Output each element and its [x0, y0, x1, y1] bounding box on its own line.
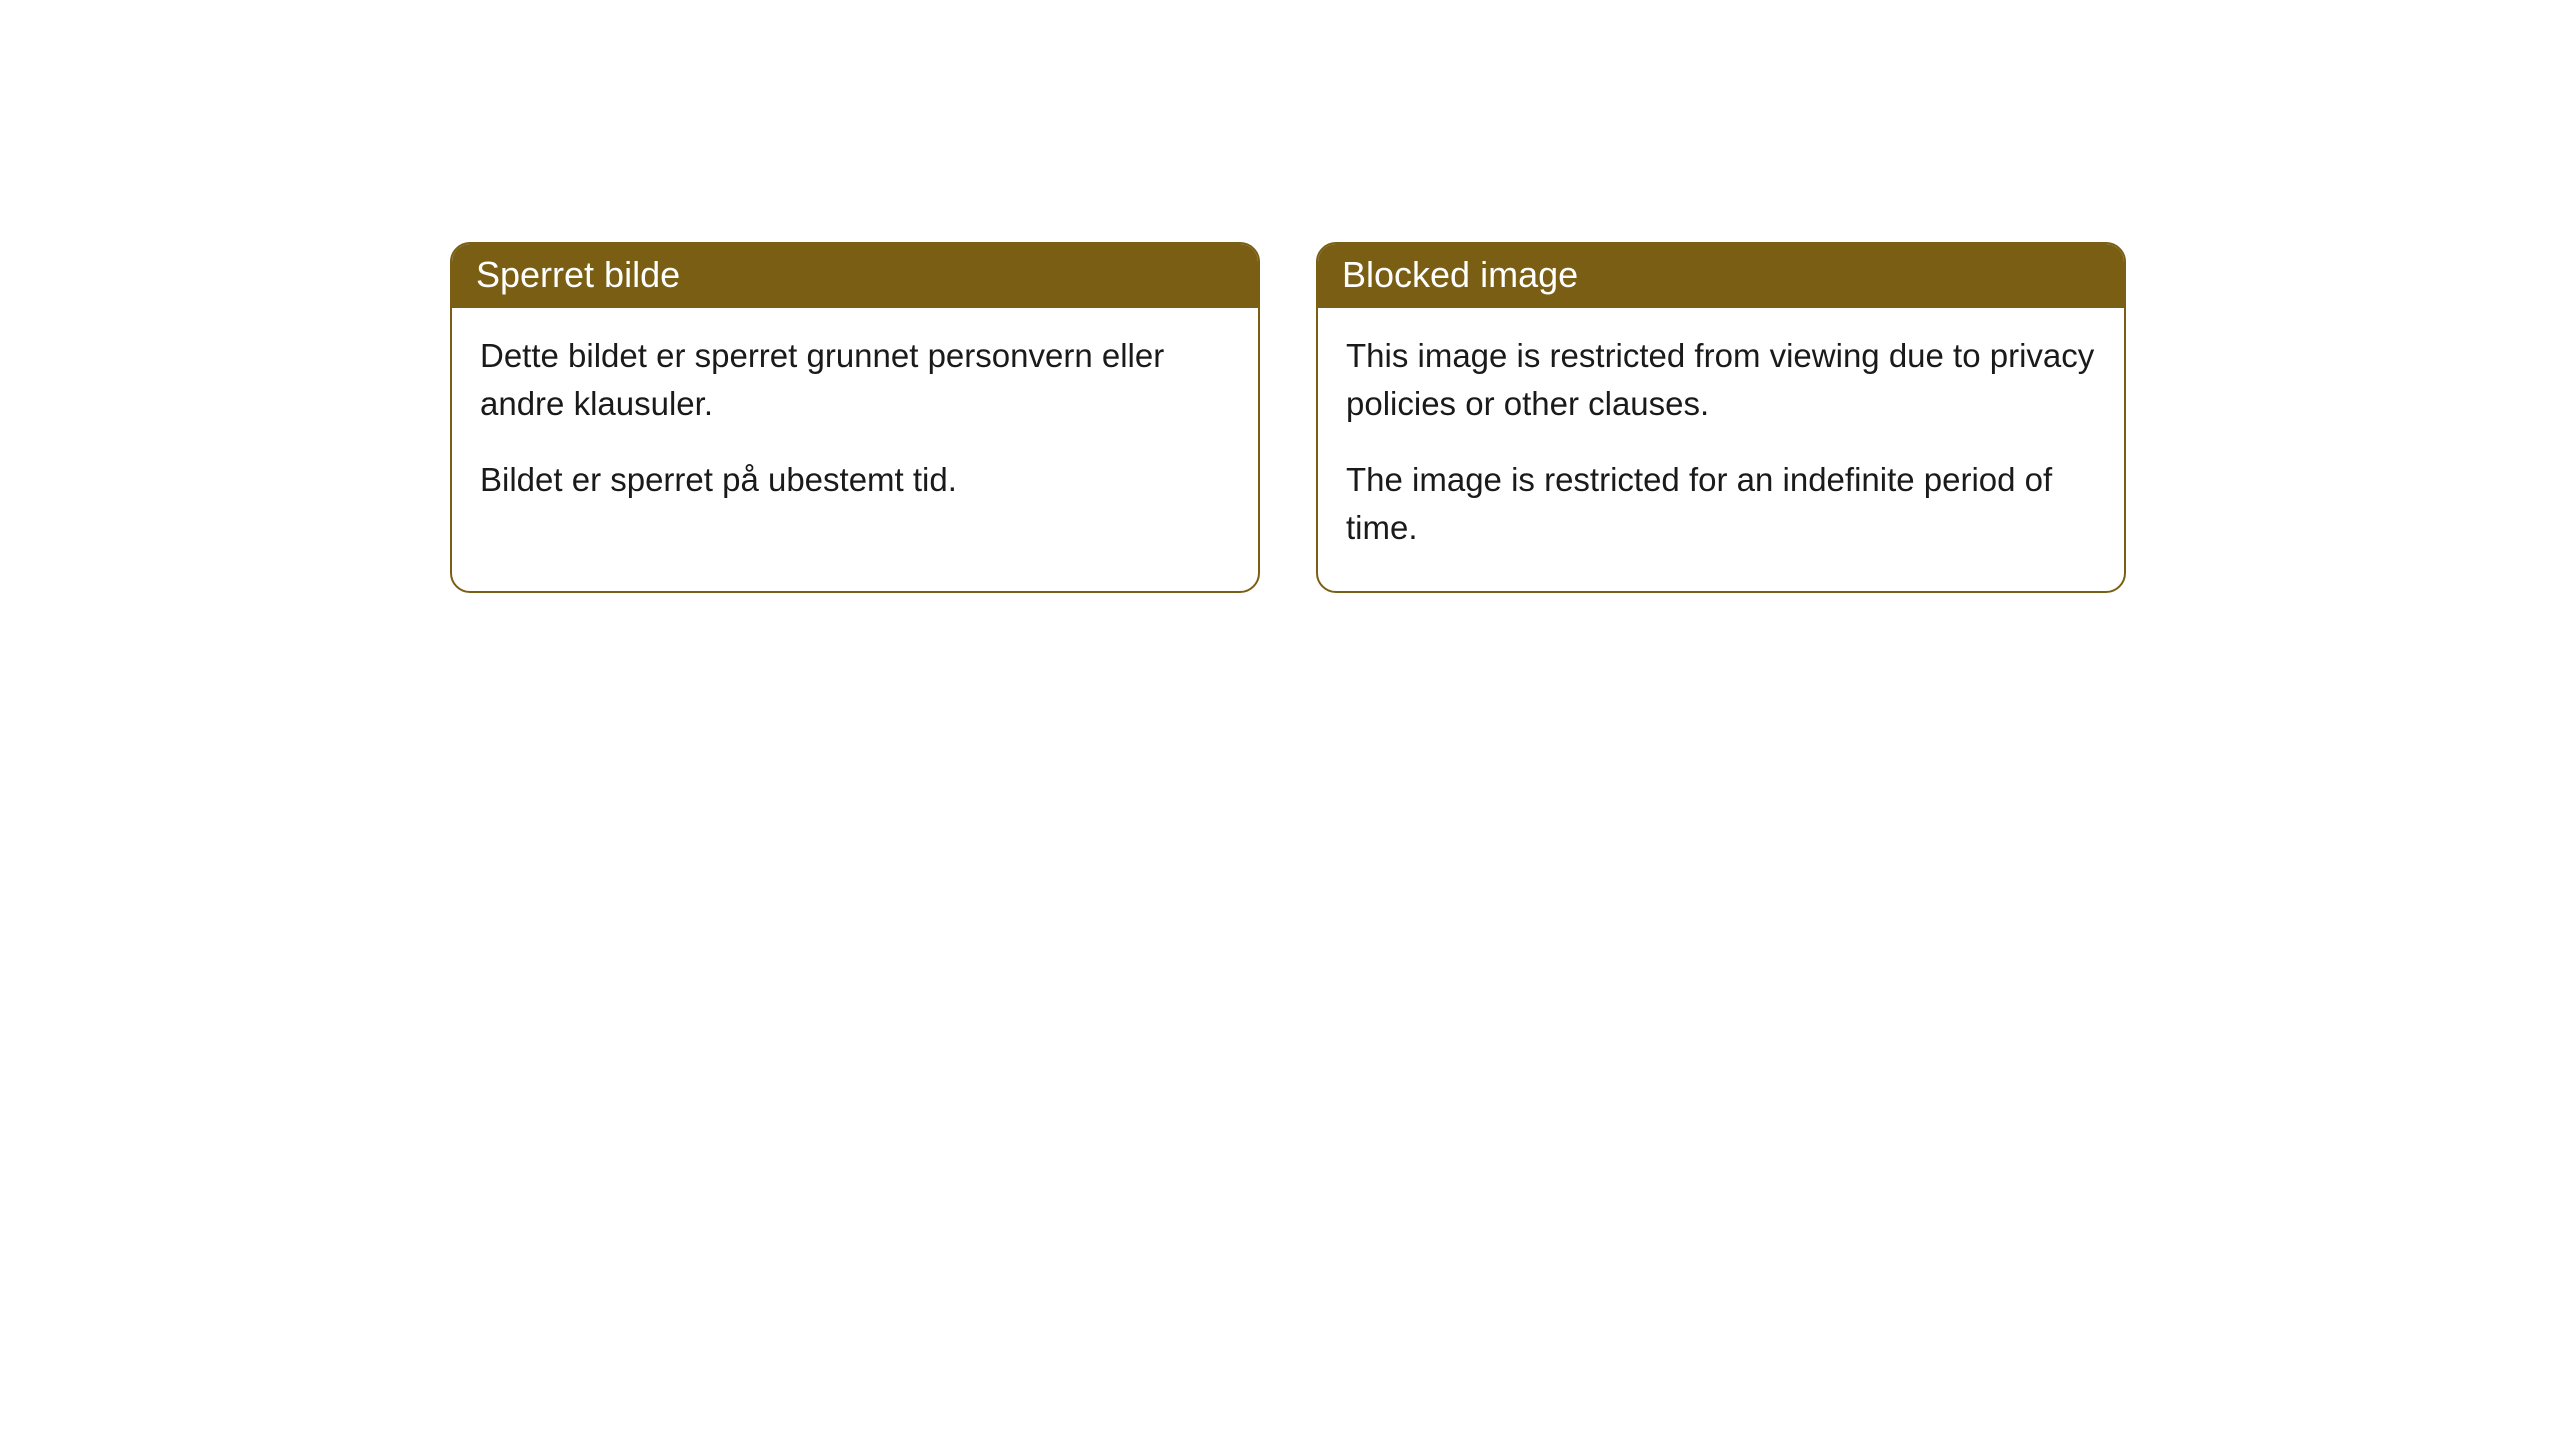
card-paragraph1-english: This image is restricted from viewing du… [1346, 332, 2096, 428]
card-paragraph2-norwegian: Bildet er sperret på ubestemt tid. [480, 456, 1230, 504]
card-body-english: This image is restricted from viewing du… [1318, 308, 2124, 591]
card-title-norwegian: Sperret bilde [476, 254, 680, 295]
blocked-image-card-norwegian: Sperret bilde Dette bildet er sperret gr… [450, 242, 1260, 593]
card-header-norwegian: Sperret bilde [452, 244, 1258, 308]
blocked-image-card-english: Blocked image This image is restricted f… [1316, 242, 2126, 593]
card-paragraph2-english: The image is restricted for an indefinit… [1346, 456, 2096, 552]
card-body-norwegian: Dette bildet er sperret grunnet personve… [452, 308, 1258, 544]
card-header-english: Blocked image [1318, 244, 2124, 308]
card-paragraph1-norwegian: Dette bildet er sperret grunnet personve… [480, 332, 1230, 428]
card-title-english: Blocked image [1342, 254, 1578, 295]
notice-cards-container: Sperret bilde Dette bildet er sperret gr… [450, 242, 2126, 593]
